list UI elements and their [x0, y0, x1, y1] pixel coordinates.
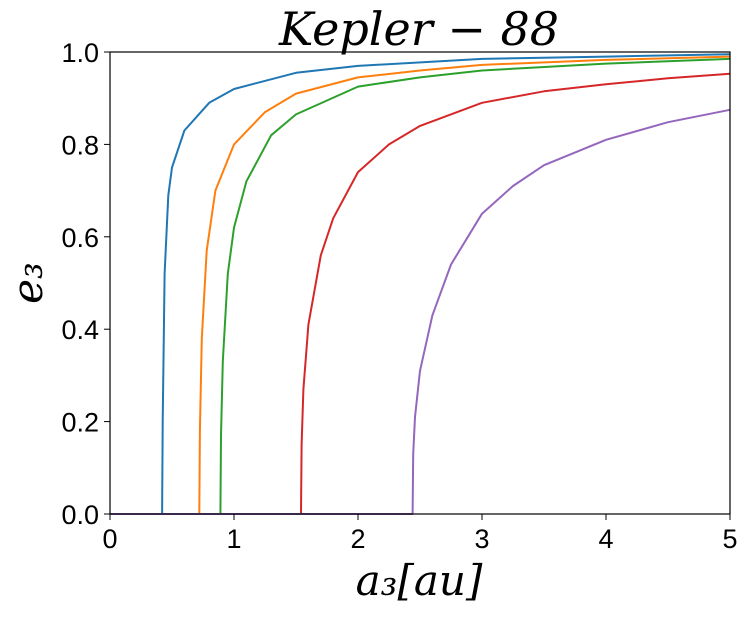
y-tick-label: 0.0	[61, 500, 99, 530]
series-line-1	[110, 53, 731, 515]
ticks-layer: 0 1 2 3 4 5 0.0 0.2 0.4 0.6 0.8 1.0	[61, 38, 737, 554]
series-layer	[110, 53, 731, 515]
x-tick-label: 2	[350, 524, 365, 554]
y-tick-label: 0.2	[61, 408, 99, 438]
x-axis-label: a₃[au]	[356, 556, 483, 605]
y-tick-label: 0.8	[61, 130, 99, 160]
y-axis-label: e₃	[3, 262, 52, 304]
plot-frame	[109, 51, 731, 515]
series-line-4	[110, 72, 731, 515]
series-line-2	[110, 55, 731, 515]
y-tick-label: 0.6	[61, 223, 99, 253]
x-tick-label: 3	[474, 524, 489, 554]
y-tick-label: 0.4	[61, 315, 99, 345]
x-tick-label: 0	[102, 524, 117, 554]
series-line-5	[110, 108, 731, 515]
series-line-3	[110, 57, 731, 515]
x-tick-label: 1	[226, 524, 241, 554]
x-tick-label: 5	[722, 524, 737, 554]
chart-title: Kepler − 88	[278, 2, 559, 56]
y-tick-label: 1.0	[61, 38, 99, 68]
x-tick-label: 4	[598, 524, 613, 554]
